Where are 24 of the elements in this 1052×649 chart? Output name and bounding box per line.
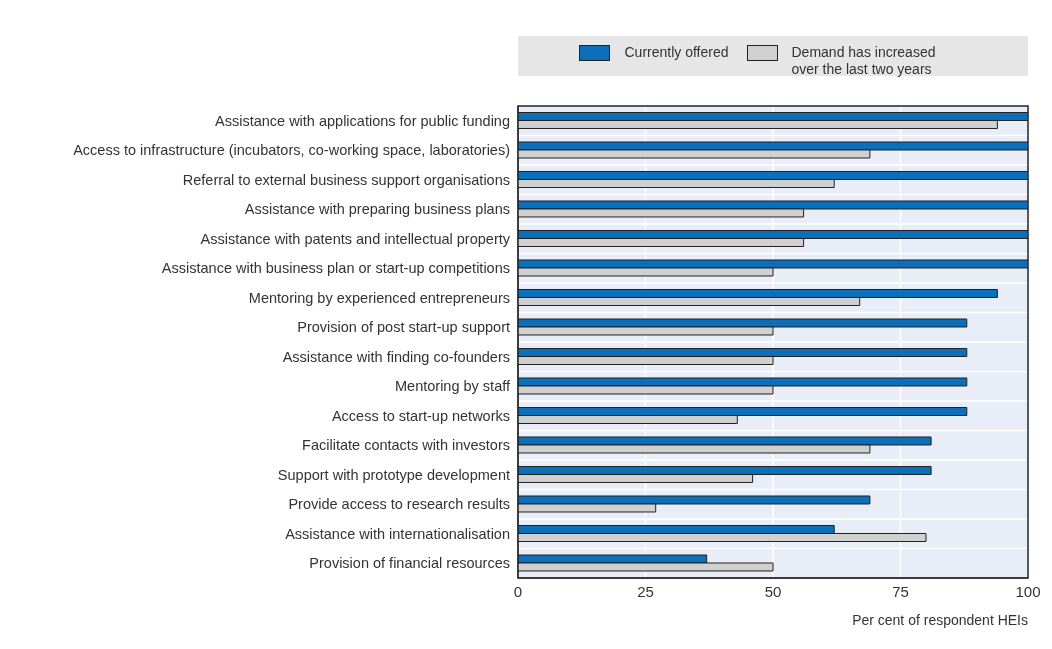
x-tick-label: 50 (764, 582, 782, 600)
y-tick-label: Mentoring by staff (395, 378, 511, 395)
y-tick-label: Provision of financial resources (309, 555, 510, 572)
y-tick-label: Assistance with finding co-founders (282, 348, 510, 365)
y-tick-label: Access to start-up networks (331, 407, 510, 424)
legend-label: Currently offered (624, 44, 729, 61)
y-tick-label: Provide access to research results (288, 496, 510, 513)
y-tick-label: Facilitate contacts with investors (302, 437, 510, 454)
x-tick-label: 100 (1015, 582, 1041, 600)
y-tick-label: Provision of post start-up support (297, 319, 510, 336)
y-tick-label: Assistance with preparing business plans (244, 201, 510, 218)
y-tick-label: Assistance with applications for public funding (215, 112, 510, 129)
y-tick-label: Mentoring by experienced entrepreneurs (248, 289, 510, 306)
x-tick-label: 25 (637, 582, 654, 600)
y-tick-label: Access to infrastructure (incubators, co-working space, laboratories) (73, 142, 510, 159)
y-tick-label: Support with prototype development (277, 466, 510, 483)
x-axis-title: Per cent of respondent HEIs (852, 612, 1028, 628)
y-tick-label: Assistance with internationalisation (285, 525, 510, 542)
y-tick-label: Referral to external business support organisations (182, 171, 510, 188)
legend-label: Demand has increased over the last two years (791, 44, 937, 78)
y-tick-label: Assistance with business plan or start-up competitions (161, 260, 510, 277)
x-tick-label: 0 (513, 582, 523, 600)
y-tick-label: Assistance with patents and intellectual property (200, 230, 511, 247)
x-tick-label: 75 (892, 582, 909, 600)
